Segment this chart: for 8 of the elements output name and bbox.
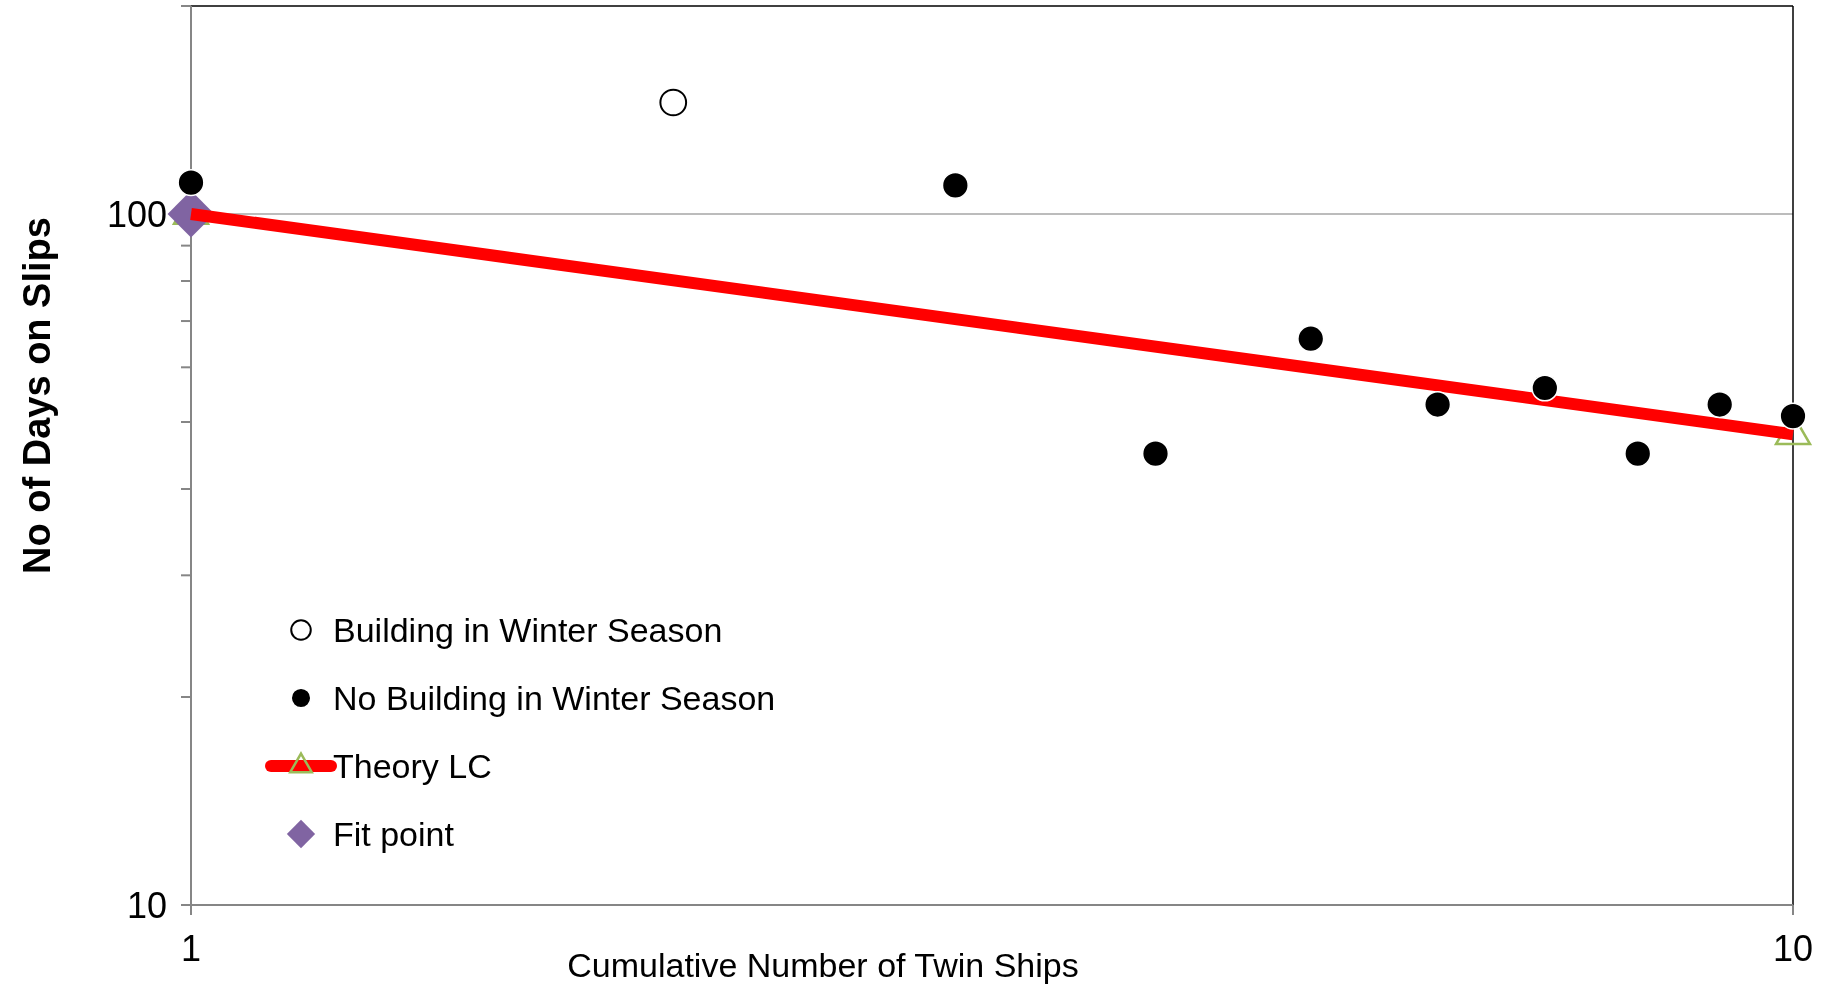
legend-label: Theory LC xyxy=(333,746,492,785)
y-axis-title: No of Days on Slips xyxy=(16,217,58,574)
legend-label: No Building in Winter Season xyxy=(333,678,776,717)
legend-label: Building in Winter Season xyxy=(333,610,723,649)
x-tick-label: 1 xyxy=(180,928,202,969)
x-axis-title: Cumulative Number of Twin Ships xyxy=(567,946,1079,984)
legend-label: Fit point xyxy=(333,814,455,853)
y-tick-label: 100 xyxy=(106,193,167,235)
